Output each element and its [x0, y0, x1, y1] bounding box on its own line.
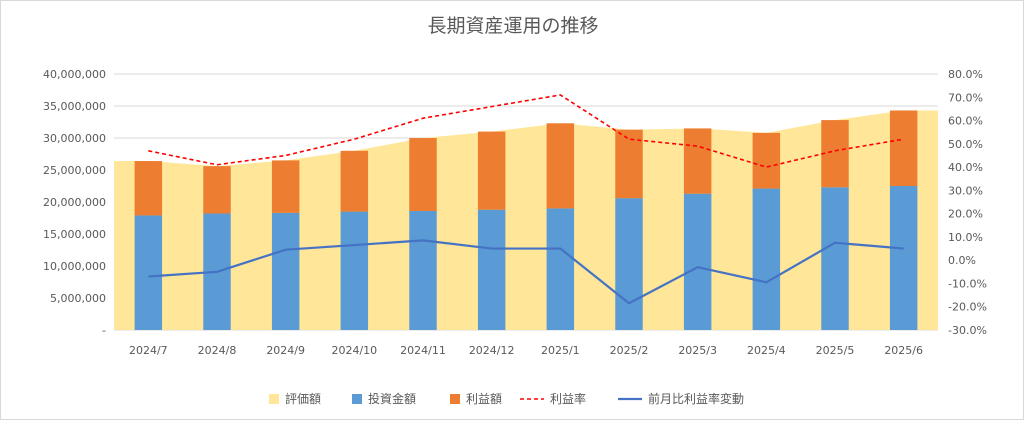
bar-profit-amount	[477, 131, 506, 210]
right-axis-tick-label: 70.0%	[948, 91, 983, 104]
legend-label: 投資金額	[368, 391, 416, 406]
left-axis-tick-label: 35,000,000	[43, 100, 106, 113]
category-tick-label: 2024/7	[129, 344, 168, 357]
area-evaluation-value	[114, 110, 938, 330]
bar-profit-amount	[203, 166, 231, 214]
line-monthly-change	[148, 239, 904, 305]
legend-item-evaluation: 評価額	[269, 391, 321, 406]
bar-investment-amount	[409, 210, 437, 330]
left-axis-tick-label: 30,000,000	[43, 132, 106, 145]
legend-swatch	[450, 394, 460, 404]
category-tick-label: 2025/3	[678, 344, 717, 357]
bar-profit-amount	[134, 161, 163, 216]
category-tick-label: 2025/5	[816, 344, 855, 357]
bar-investment-amount	[683, 193, 712, 330]
left-axis-tick-label: 40,000,000	[43, 68, 106, 81]
line-series	[148, 94, 904, 305]
left-axis-tick-label: 20,000,000	[43, 196, 106, 209]
bar-investment-amount	[615, 198, 643, 330]
right-axis-tick-label: 50.0%	[948, 138, 983, 151]
left-axis-tick-label: 10,000,000	[43, 260, 106, 273]
right-axis-tick-label: 40.0%	[948, 161, 983, 174]
legend-swatch	[269, 394, 279, 404]
chart-title: 長期資産運用の推移	[427, 15, 599, 37]
legend-label: 利益額	[466, 392, 502, 406]
bar-profit-amount	[615, 129, 643, 199]
bar-profit-amount	[683, 128, 712, 194]
bar-profit-amount	[271, 160, 300, 213]
legend-item-profit: 利益額	[450, 392, 502, 406]
bar-investment-amount	[340, 211, 369, 330]
left-axis-tick-label: -	[102, 324, 106, 337]
left-axis-tick-label: 15,000,000	[43, 228, 106, 241]
bar-investment-amount	[134, 215, 163, 330]
area-series	[114, 110, 938, 330]
bar-profit-amount	[340, 150, 369, 212]
bar-profit-amount	[546, 123, 575, 209]
left-axis-tick-label: 25,000,000	[43, 164, 106, 177]
legend-label: 前月比利益率変動	[648, 391, 744, 406]
category-tick-label: 2025/2	[610, 344, 649, 357]
category-tick-label: 2024/11	[400, 344, 446, 357]
right-axis-tick-label: -20.0%	[948, 301, 987, 314]
bar-series	[134, 110, 918, 330]
bar-profit-amount	[821, 120, 849, 188]
category-tick-label: 2025/6	[884, 344, 923, 357]
axes: - 5,000,000 10,000,000 15,000,000 20,000,000…	[43, 68, 987, 357]
category-tick-label: 2024/10	[331, 344, 377, 357]
bar-investment-amount	[477, 209, 506, 330]
legend-label: 評価額	[285, 391, 321, 406]
right-axis-tick-label: 0.0%	[948, 254, 976, 267]
right-axis-tick-label: 30.0%	[948, 184, 983, 197]
bar-profit-amount	[752, 132, 781, 189]
left-axis-tick-label: 5,000,000	[50, 292, 106, 305]
legend-label: 利益率	[550, 391, 586, 406]
bar-profit-amount	[409, 138, 437, 211]
bar-profit-amount	[889, 110, 918, 186]
legend-item-profit-rate: 利益率	[520, 391, 586, 406]
legend-item-investment: 投資金額	[352, 391, 416, 406]
legend: 評価額 投資金額 利益額 利益率 前月比利益率変動	[269, 391, 744, 406]
right-axis-tick-label: 60.0%	[948, 115, 983, 128]
right-axis-tick-label: -30.0%	[948, 324, 987, 337]
bar-investment-amount	[889, 186, 918, 330]
category-tick-label: 2025/1	[541, 344, 580, 357]
right-axis-tick-label: -10.0%	[948, 277, 987, 290]
line-profit-rate	[148, 94, 904, 168]
legend-swatch	[352, 394, 362, 404]
right-axis-tick-label: 20.0%	[948, 208, 983, 221]
legend-item-monthly-change: 前月比利益率変動	[618, 391, 744, 406]
bar-investment-amount	[271, 212, 300, 330]
right-axis-tick-label: 80.0%	[948, 68, 983, 81]
category-tick-label: 2024/9	[266, 344, 305, 357]
category-tick-label: 2024/12	[469, 344, 515, 357]
right-axis-tick-label: 10.0%	[948, 231, 983, 244]
bar-investment-amount	[546, 208, 575, 330]
bar-investment-amount	[821, 187, 849, 330]
bar-investment-amount	[752, 188, 781, 330]
category-tick-label: 2025/4	[747, 344, 786, 357]
category-tick-label: 2024/8	[198, 344, 237, 357]
